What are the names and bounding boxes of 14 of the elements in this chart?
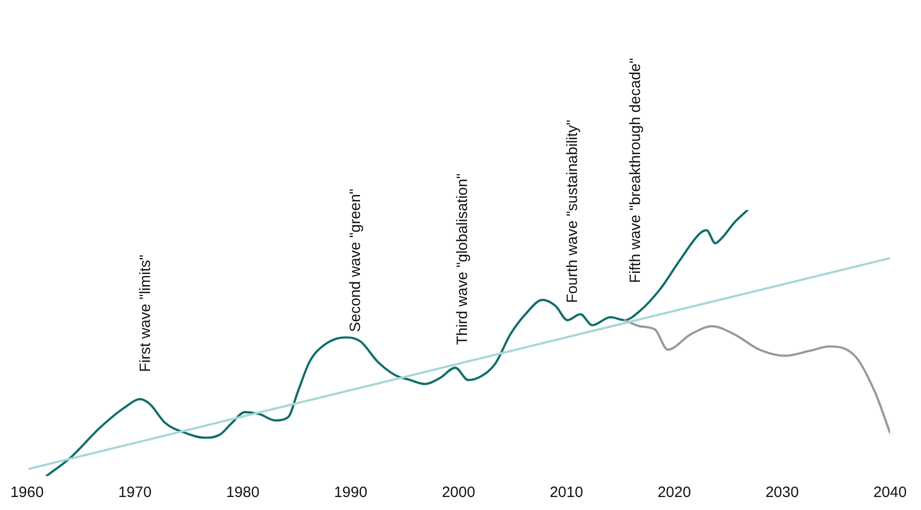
annotation: Third wave "globalisation" — [454, 173, 472, 345]
x-tick-label: 2020 — [658, 484, 691, 502]
annotation: First wave "limits" — [137, 254, 154, 372]
x-tick-label: 2010 — [550, 484, 584, 502]
x-tick-label: 2040 — [873, 484, 907, 502]
annotation: Fourth wave "sustainability" — [564, 120, 582, 303]
x-tick-label: 2030 — [765, 484, 799, 502]
x-tick-label: 1960 — [10, 484, 44, 502]
x-tick-label: 2000 — [442, 484, 476, 502]
annotation: Fifth wave "breakthrough decade" — [627, 58, 644, 283]
x-tick-label: 1980 — [226, 484, 260, 502]
annotation: Second wave "green" — [347, 188, 364, 332]
x-tick-label: 1990 — [334, 484, 368, 502]
x-tick-label: 1970 — [118, 484, 152, 502]
